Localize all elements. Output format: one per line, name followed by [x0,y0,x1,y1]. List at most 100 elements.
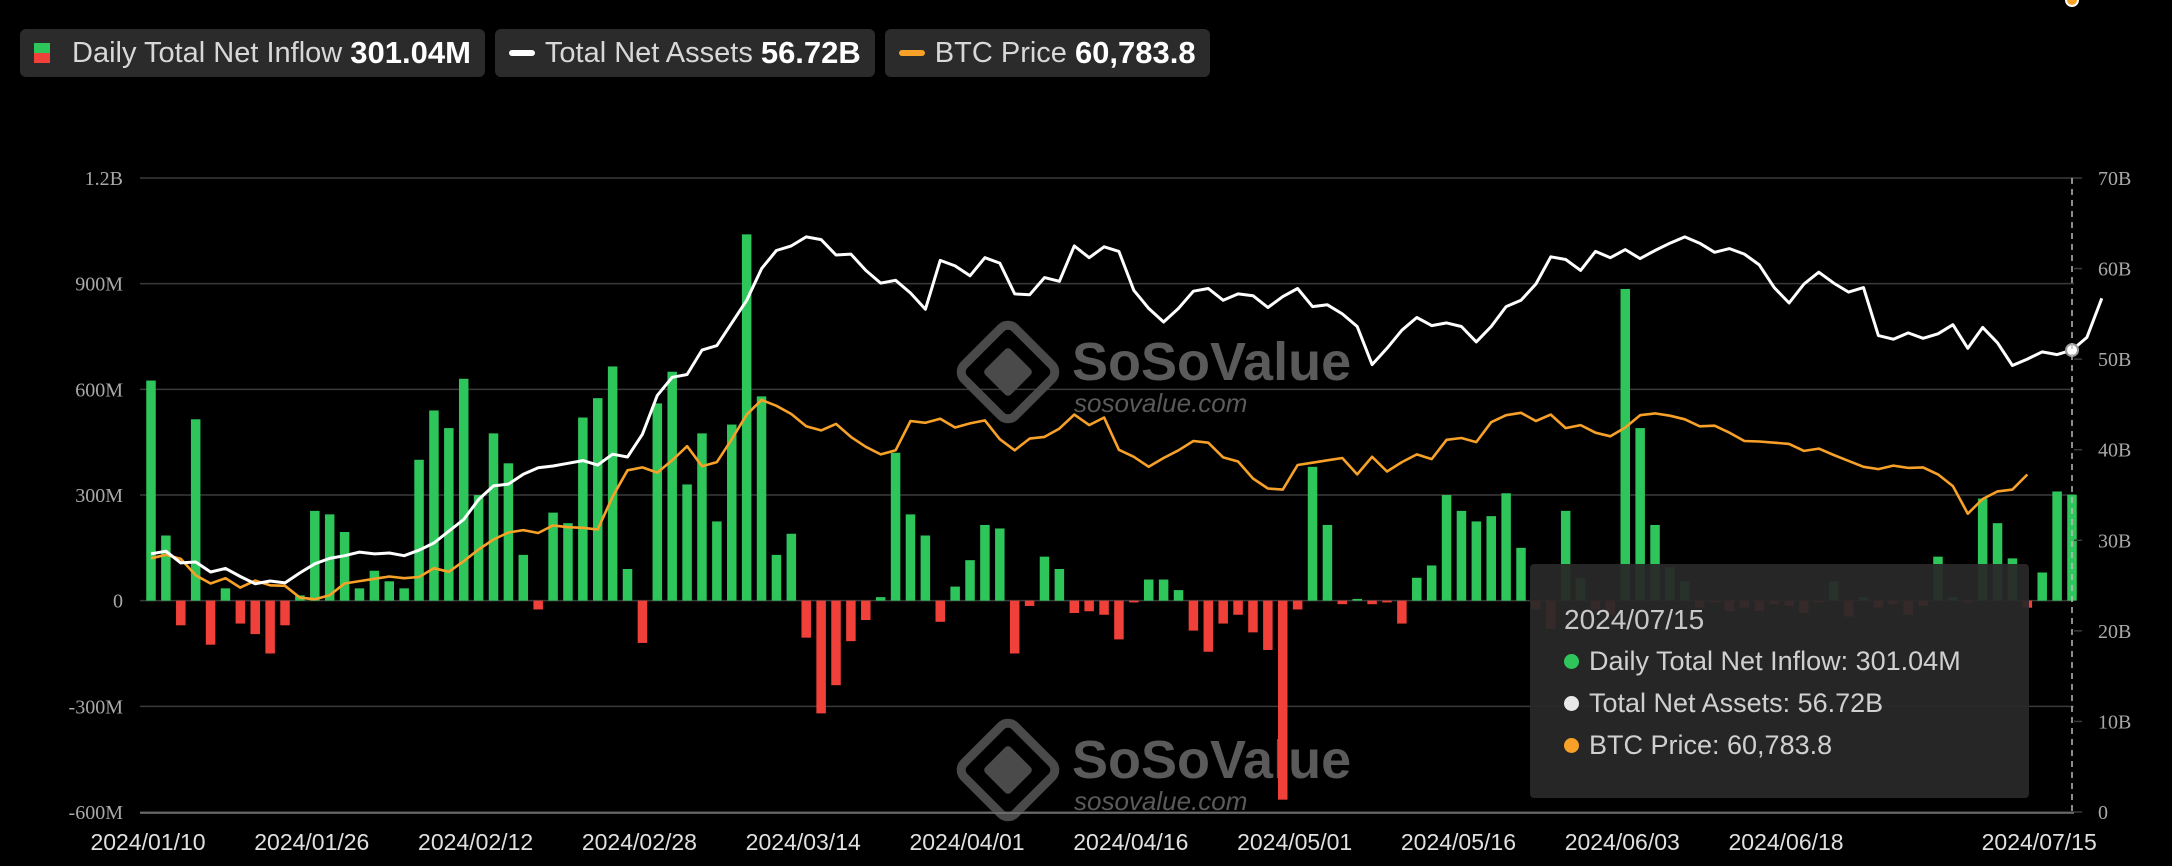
tooltip-row-inflow: Daily Total Net Inflow: 301.04M [1564,646,1961,677]
inflow-bar-negative [235,600,246,624]
inflow-bar-positive [146,380,156,601]
inflow-bar-positive [1143,579,1154,601]
watermark-url: sosovalue.com [1074,786,1247,816]
inflow-bar-positive [1173,590,1184,601]
series-lines [150,0,2104,601]
inflow-bar-positive [578,417,588,601]
tooltip-dot-icon [1564,696,1579,711]
inflow-bar-negative [816,600,826,714]
tooltip-row-label: BTC Price: 60,783.8 [1589,730,1833,760]
inflow-bar-negative [1069,600,1080,613]
inflow-bar-positive [682,484,692,601]
watermark-logo-icon [984,348,1032,396]
inflow-bar-negative [935,600,945,622]
inflow-bar-positive [1352,598,1362,601]
inflow-bar-positive [1635,428,1645,601]
inflow-bar-positive [1158,579,1169,601]
inflow-bar-positive [1054,568,1065,601]
inflow-bar-positive [1456,510,1467,601]
x-axis-tick-label: 2024/04/16 [1073,829,1188,855]
x-axis-tick-label: 2024/03/14 [746,829,861,855]
x-axis-tick-label: 2024/01/10 [90,829,205,855]
inflow-bar-positive [161,535,171,601]
inflow-bar-negative [831,600,841,686]
inflow-bar-positive [712,521,722,601]
axes: -600M -300M 0 300M 600M 900M 1.2B 0 10B 20B 30B 40B… [69,168,2132,855]
x-axis-tick-label: 2024/01/26 [254,829,369,855]
inflow-bar-positive [399,588,409,601]
inflow-bar-negative [1114,600,1124,640]
inflow-bar-positive [1412,577,1422,601]
inflow-bar-positive [354,588,365,601]
chart-legend: Daily Total Net Inflow 301.04M Total Net… [20,29,1210,77]
legend-value: 56.72B [760,35,861,70]
inflow-bar-negative [637,600,648,643]
inflow-bar-positive [786,533,797,601]
inflow-bar-positive [2067,494,2077,601]
inflow-bar-positive [1516,547,1526,601]
watermark-brand: SoSoValue [1072,332,1351,392]
inflow-bar-negative [1218,600,1228,624]
inflow-bar-positive [339,531,350,601]
inflow-bar-positive [1039,556,1050,601]
watermark-url: sosovalue.com [1074,388,1247,418]
inflow-bar-positive [2052,491,2062,601]
inflow-bar-positive [1426,565,1437,601]
x-axis-tick-label: 2024/02/28 [582,829,697,855]
right-axis-tick-label: 30B [2098,530,2131,552]
x-axis-tick-label: 2024/05/01 [1237,829,1352,855]
inflow-bar-positive [1307,466,1318,601]
inflow-bar-positive [488,433,499,601]
inflow-bar-positive [1977,498,1988,601]
inflow-bar-negative [250,600,260,635]
inflow-bar-negative [846,600,856,642]
inflow-bar-positive [2037,572,2047,601]
legend-item-btc-price[interactable]: BTC Price 60,783.8 [884,29,1210,77]
inflow-bar-positive [220,588,231,601]
x-axis-tick-label: 2024/05/16 [1401,829,1516,855]
bar-swatch-icon [34,43,50,63]
total-net-assets-line [150,235,2104,586]
legend-label: Daily Total Net Inflow [72,36,343,69]
legend-item-net-inflow[interactable]: Daily Total Net Inflow 301.04M [20,29,485,77]
inflow-bar-positive [1620,288,1631,601]
inflow-bar-positive [444,428,454,601]
btc-price-hover-point [2065,0,2079,7]
inflow-bar-positive [1650,524,1660,601]
inflow-bar-positive [190,419,201,601]
inflow-bar-positive [950,586,960,601]
right-axis-tick-label: 70B [2098,168,2131,190]
inflow-bar-positive [384,581,395,601]
right-axis-tick-label: 20B [2098,621,2131,643]
watermark-logo-icon [956,718,1060,822]
legend-item-total-net-assets[interactable]: Total Net Assets 56.72B [494,29,875,77]
inflow-bar-negative [205,600,216,645]
inflow-bar-negative [533,600,543,610]
inflow-bar-positive [1560,510,1571,601]
inflow-bar-negative [1084,600,1094,612]
inflow-bar-negative [1278,600,1288,800]
inflow-bar-positive [1486,516,1496,601]
inflow-bar-positive [771,554,782,601]
inflow-bar-positive [905,514,916,601]
left-axis-tick-label: 300M [75,485,123,507]
inflow-bar-positive [369,570,380,601]
legend-label: BTC Price [934,36,1067,69]
inflow-bar-positive [965,560,975,601]
inflow-bar-negative [1382,600,1392,603]
inflow-bar-positive [622,568,633,601]
right-axis-tick-label: 0 [2098,802,2108,824]
hover-tooltip: 2024/07/15 Daily Total Net Inflow: 301.0… [1530,564,2029,798]
inflow-bar-negative [1248,600,1258,633]
left-axis-tick-label: 0 [113,591,123,613]
left-axis-tick-label: 900M [75,274,123,296]
inflow-bar-positive [890,452,901,601]
inflow-bar-negative [1009,600,1020,654]
inflow-bar-negative [861,600,871,621]
inflow-bar-negative [1188,600,1199,631]
watermark-logo-icon [984,746,1032,794]
inflow-bar-positive [667,371,677,601]
line-swatch-icon [898,50,925,56]
x-axis-tick-label: 2024/07/15 [1982,829,2097,855]
